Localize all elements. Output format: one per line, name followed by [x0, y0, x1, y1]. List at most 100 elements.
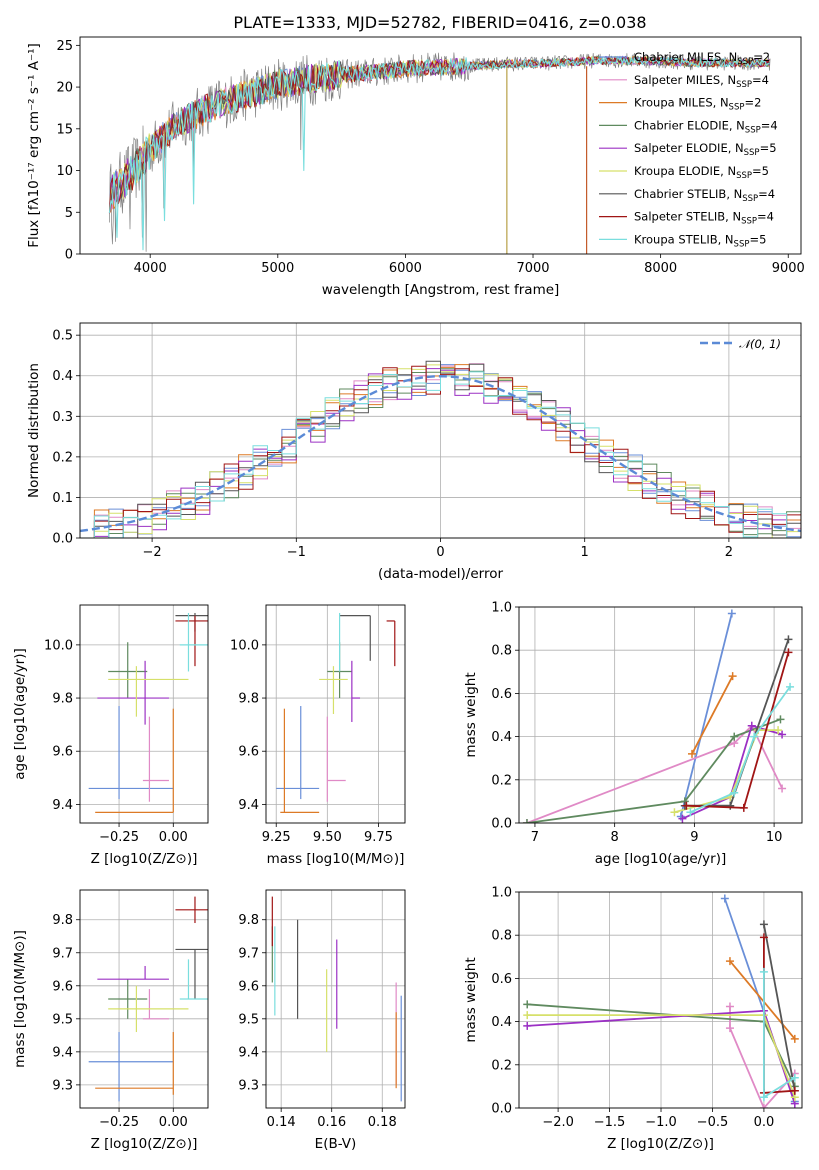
weight_vs_age-xtick-label: 7 [531, 830, 539, 845]
age_vs_mass-ytick-label: 10.0 [230, 638, 259, 653]
weight_vs_Z-marker-8-2 [790, 1073, 799, 1082]
weight_vs_age-ytick-label: 0.0 [491, 817, 512, 832]
weight_vs_Z-marker-1-0 [725, 1002, 734, 1011]
age_vs_mass-panel: 9.25 9.50 9.75 9.4 9.6 9.8 10.0 mass [log10(M/M… [230, 604, 406, 867]
panels: 4000 5000 6000 7000 8000 90000510152025wavele… [12, 36, 805, 1152]
legend-label-1: Salpeter MILES, NSSP=4 [634, 73, 769, 90]
spectrum-ytick-label: 10 [56, 164, 73, 179]
age_vs_Z-ytick-label: 10.0 [44, 638, 73, 653]
mass_vs_Z-xtick-label: 0.00 [159, 1115, 188, 1130]
mass_vs_Z-panel: −0.25 0.00 9.3 9.4 9.5 9.6 9.7 9.8 Z [log10(Z/Z⊙… [12, 889, 209, 1152]
age_vs_mass-xtick-label: 9.25 [262, 830, 291, 845]
weight_vs_age-ytick-label: 0.4 [491, 730, 512, 745]
weight_vs_age-marker-3-0 [522, 819, 531, 823]
weight_vs_Z-marker-0-0 [720, 894, 729, 903]
gaussian-curve [80, 375, 801, 533]
weight_vs_Z-xtick-label: −1.0 [645, 1115, 677, 1130]
residuals-ytick-label: 0.5 [52, 329, 73, 344]
weight_vs_Z-ytick-label: 1.0 [491, 886, 512, 901]
weight_vs_Z-ytick-label: 0.0 [491, 1102, 512, 1117]
weight_vs_Z-plot-area [523, 894, 799, 1108]
weight_vs_age-xlabel: age [log10(age/yr)] [595, 851, 727, 867]
weight_vs_Z-marker-6-0 [759, 920, 768, 929]
weight_vs_Z-ylabel: mass weight [463, 957, 479, 1042]
residuals-xtick-label: −1 [287, 545, 306, 560]
residuals-ytick-label: 0.1 [52, 491, 73, 506]
spectrum-plot-area [108, 52, 771, 254]
weight_vs_age-marker-6-1 [726, 801, 735, 810]
weight_vs_age-marker-3-2 [730, 732, 739, 741]
spectrum-frame [79, 36, 802, 255]
mass_vs_Z-ytick-label: 9.6 [52, 979, 73, 994]
spectrum-xtick-label: 6000 [389, 261, 422, 276]
weight_vs_Z-marker-4-0 [523, 1021, 532, 1030]
weight_vs_Z-xtick-label: 0.0 [754, 1115, 775, 1130]
residuals-xtick-label: −2 [143, 545, 162, 560]
mass_vs_ebv-plot-area [271, 896, 402, 1102]
mass_vs_Z-ytick-label: 9.8 [52, 913, 73, 928]
residuals-xtick-label: 0 [436, 545, 444, 560]
gaussian-legend-label: 𝒩(0, 1) [739, 337, 781, 351]
mass_vs_Z-ytick-label: 9.3 [52, 1078, 73, 1093]
spectrum-ytick-label: 5 [65, 206, 73, 221]
weight_vs_Z-marker-7-2 [790, 1086, 799, 1095]
weight_vs_age-marker-1-3 [778, 784, 787, 793]
spectrum-ytick-label: 20 [56, 81, 73, 96]
mass_vs_Z-ytick-label: 9.4 [52, 1045, 73, 1060]
weight_vs_age-xtick-label: 8 [611, 830, 619, 845]
weight_vs_age-ytick-label: 0.2 [491, 773, 512, 788]
weight_vs_age-marker-7-0 [682, 801, 691, 810]
spectrum-xlabel: wavelength [Angstrom, rest frame] [322, 282, 560, 298]
age_vs_mass-xtick-label: 9.50 [313, 830, 342, 845]
mass_vs_ebv-frame [265, 889, 406, 1109]
mass_vs_Z-ytick-label: 9.7 [52, 946, 73, 961]
mass_vs_ebv-ytick-label: 9.7 [238, 946, 259, 961]
age_vs_mass-plot-area [276, 612, 396, 813]
weight_vs_age-marker-4-2 [747, 721, 756, 730]
residuals-xtick-label: 2 [725, 545, 733, 560]
age_vs_Z-plot-area [88, 612, 208, 813]
residuals-frame [79, 322, 802, 539]
spectrum-xtick-label: 5000 [261, 261, 294, 276]
weight_vs_Z-marker-2-1 [790, 1034, 799, 1043]
mass_vs_ebv-xtick-label: 0.18 [368, 1115, 397, 1130]
mass_vs_ebv-xlabel: E(B-V) [315, 1136, 357, 1152]
legend-label-8: Kroupa STELIB, NSSP=5 [634, 232, 766, 249]
spectrum-model-8 [108, 55, 770, 251]
legend-label-7: Salpeter STELIB, NSSP=4 [634, 210, 774, 227]
spectrum-ytick-label: 25 [56, 39, 73, 54]
weight_vs_age-marker-6-2 [784, 635, 793, 644]
mass_vs_ebv-ytick-label: 9.3 [238, 1078, 259, 1093]
weight_vs_age-marker-8-0 [686, 808, 695, 817]
weight_vs_Z-marker-1-1 [725, 1024, 734, 1033]
weight_vs_Z-marker-7-0 [759, 933, 768, 942]
age_vs_mass-ytick-label: 9.4 [238, 798, 259, 813]
weight_vs_Z-marker-3-0 [523, 1000, 532, 1009]
residual-histogram-7 [80, 365, 801, 538]
weight_vs_Z-panel: −2.0 −1.5 −1.0 −0.5 0.0 0.0 0.2 0.4 0.6 0.8 1.0 Z [… [463, 886, 803, 1152]
weight_vs_Z-series-1 [729, 1006, 796, 1108]
residuals-plot-area [80, 360, 801, 538]
weight_vs_age-marker-2-1 [728, 672, 737, 681]
weight_vs_Z-frame [518, 891, 803, 1109]
weight_vs_age-marker-3-3 [776, 715, 785, 724]
legend-label-4: Salpeter ELODIE, NSSP=5 [634, 141, 777, 158]
age_vs_Z-xtick-label: 0.00 [159, 830, 188, 845]
weight_vs_age-xtick-label: 10 [766, 830, 783, 845]
weight_vs_age-marker-2-0 [687, 749, 696, 758]
weight_vs_age-marker-7-1 [739, 803, 748, 812]
age_vs_Z-xlabel: Z [log10(Z/Z⊙)] [91, 851, 198, 867]
mass_vs_Z-plot-area [88, 896, 208, 1102]
weight_vs_Z-xtick-label: −2.0 [542, 1115, 574, 1130]
weight_vs_age-series-2 [691, 675, 734, 755]
weight_vs_age-ylabel: mass weight [463, 672, 479, 757]
weight_vs_Z-series-2 [729, 960, 796, 1040]
legend-label-3: Chabrier ELODIE, NSSP=4 [634, 118, 778, 135]
weight_vs_age-marker-8-2 [750, 732, 759, 741]
spectrum-ytick-label: 15 [56, 122, 73, 137]
mass_vs_ebv-panel: 0.14 0.16 0.18 9.3 9.4 9.5 9.6 9.7 9.8 E(B-V) [238, 889, 406, 1152]
age_vs_mass-xtick-label: 9.75 [364, 830, 393, 845]
weight_vs_age-series-1 [526, 724, 783, 823]
